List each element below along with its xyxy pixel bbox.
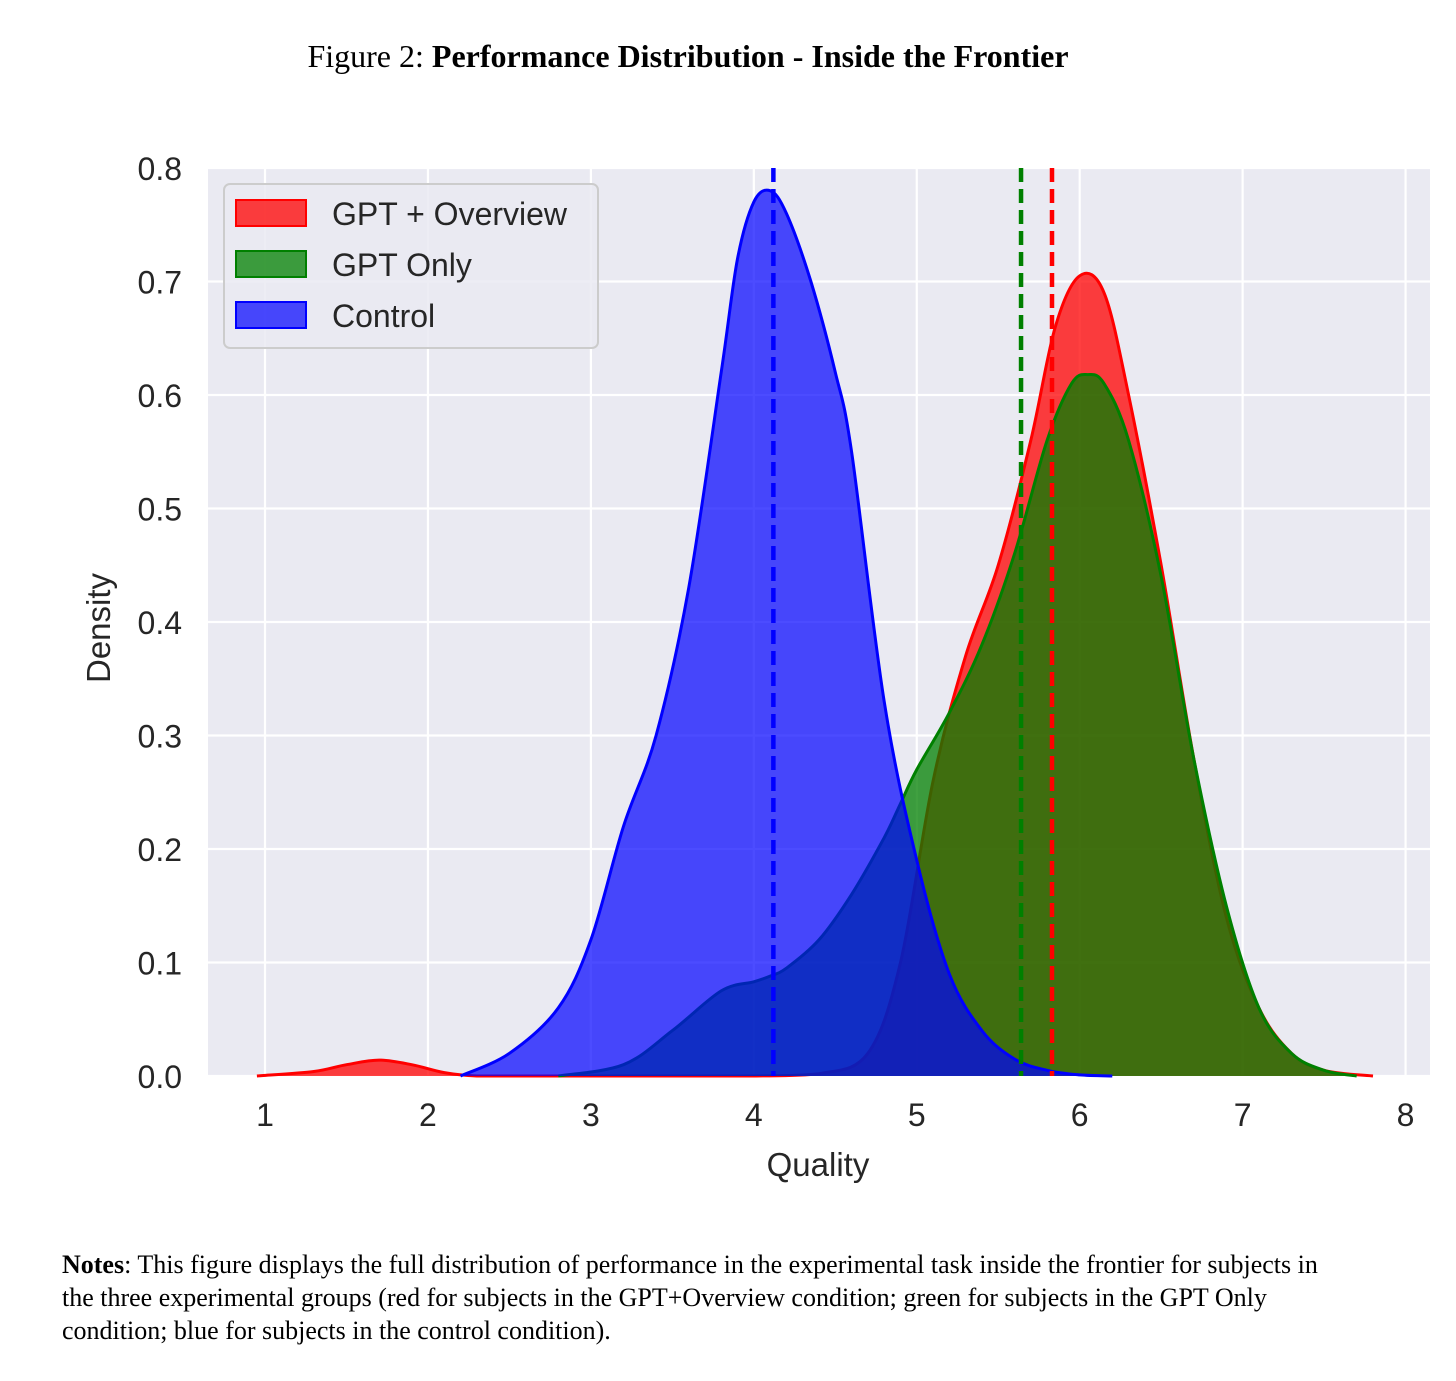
x-tick-labels: 1 2 3 4 5 6 7 8 [256, 1097, 1414, 1133]
density-areas [256, 188, 1374, 1078]
x-tick-label: 8 [1397, 1097, 1415, 1133]
x-tick-label: 3 [582, 1097, 600, 1133]
legend-swatch-gpt-overview [235, 199, 307, 227]
y-tick-label: 0.1 [138, 946, 182, 982]
x-tick-label: 1 [256, 1097, 274, 1133]
legend-frame [223, 183, 599, 349]
figure-notes: Notes: This figure displays the full dis… [62, 1248, 1352, 1347]
density-area-control [460, 190, 1113, 1076]
y-tick-label: 0.8 [138, 151, 182, 187]
y-tick-label: 0.0 [138, 1059, 182, 1095]
y-axis-label: Density [80, 572, 117, 683]
x-tick-label: 4 [745, 1097, 763, 1133]
x-tick-label: 2 [419, 1097, 437, 1133]
x-axis-label: Quality [767, 1146, 870, 1183]
y-tick-label: 0.7 [138, 265, 182, 301]
x-tick-label: 7 [1234, 1097, 1252, 1133]
legend: GPT + Overview GPT Only Control [223, 183, 599, 349]
notes-label: Notes [62, 1250, 125, 1279]
density-area-gpt-only [558, 374, 1357, 1077]
figure-prefix: Figure 2: [307, 38, 424, 74]
notes-text: : This figure displays the full distribu… [62, 1250, 1318, 1345]
density-line-control [459, 188, 1113, 1078]
y-tick-label: 0.6 [138, 378, 182, 414]
y-tick-label: 0.4 [138, 605, 182, 641]
y-tick-label: 0.5 [138, 492, 182, 528]
figure-caption: Figure 2: Performance Distribution - Ins… [0, 38, 1376, 75]
mean-lines [771, 168, 1055, 1076]
legend-swatch-gpt-only [235, 250, 307, 278]
figure-title: Performance Distribution - Inside the Fr… [431, 38, 1069, 74]
legend-swatch-control [235, 301, 307, 329]
y-tick-labels: 0.0 0.1 0.2 0.3 0.4 0.5 0.6 0.7 0.8 [138, 151, 182, 1095]
x-tick-label: 5 [908, 1097, 926, 1133]
legend-label-gpt-overview: GPT + Overview [332, 196, 568, 232]
density-chart: 0.0 0.1 0.2 0.3 0.4 0.5 0.6 0.7 0.8 1 2 3 4 5 6 7 8 Qua… [80, 151, 1430, 1183]
x-tick-label: 6 [1071, 1097, 1089, 1133]
y-tick-label: 0.3 [138, 719, 182, 755]
y-tick-label: 0.2 [138, 832, 182, 868]
legend-label-control: Control [332, 298, 435, 334]
legend-label-gpt-only: GPT Only [332, 247, 472, 283]
